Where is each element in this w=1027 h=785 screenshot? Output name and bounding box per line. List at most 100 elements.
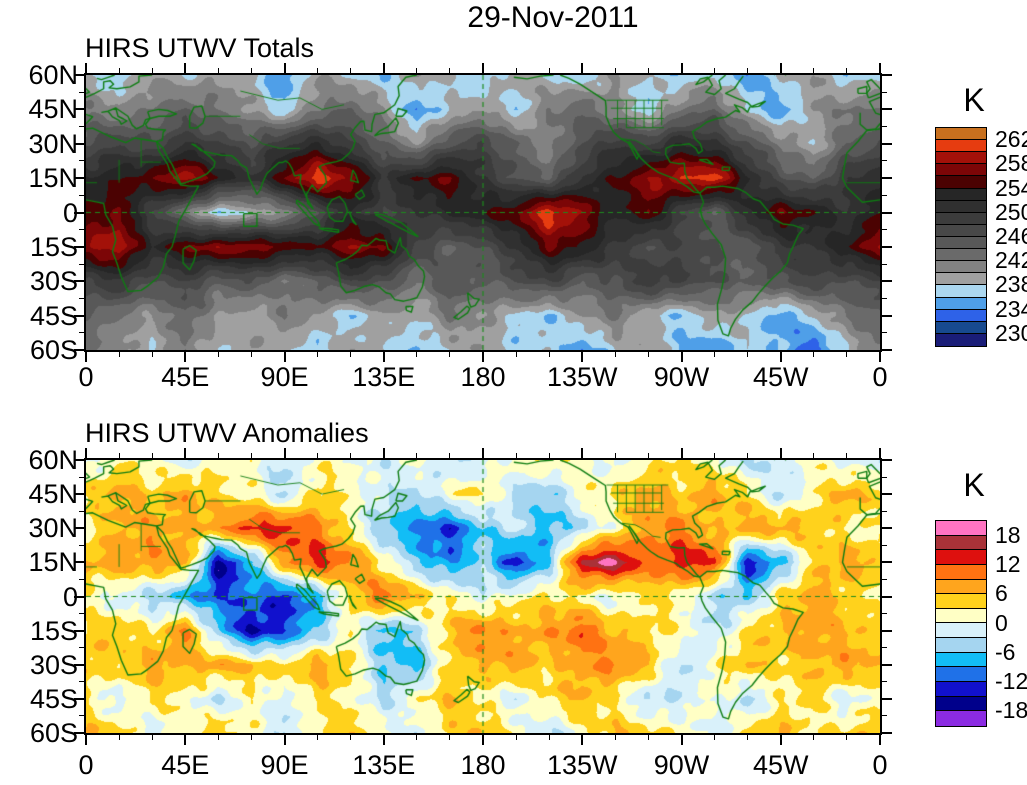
axis-tick: [680, 63, 683, 73]
axis-tick: [151, 352, 153, 357]
y-axis-tick-label: 0: [62, 581, 78, 612]
axis-tick: [416, 735, 418, 740]
axis-tick: [79, 126, 84, 128]
colorbar-segment: [936, 273, 986, 286]
axis-tick: [882, 211, 892, 214]
colorbar-segment: [936, 535, 986, 551]
x-axis-tick-label: 0: [872, 750, 888, 780]
axis-tick: [317, 453, 319, 458]
axis-tick: [79, 160, 84, 162]
axis-tick: [79, 544, 84, 546]
y-axis-tick-label: 60S: [29, 718, 78, 748]
x-axis-tick-label: 45E: [161, 362, 210, 392]
axis-tick: [217, 352, 219, 357]
axis-tick: [317, 352, 319, 357]
axis-tick: [882, 142, 892, 145]
colorbar-segment: [936, 521, 986, 536]
axis-tick: [79, 332, 84, 334]
axis-tick: [846, 352, 848, 357]
colorbar-tick-label: 258: [995, 150, 1027, 177]
axis-tick: [482, 352, 484, 362]
y-axis-tick-label: 15N: [28, 547, 78, 578]
axis-tick: [79, 297, 84, 299]
axis-tick: [879, 448, 881, 458]
panel-title-totals: HIRS UTWV Totals: [85, 33, 315, 63]
axis-tick: [515, 453, 517, 458]
axis-tick: [74, 493, 84, 496]
colorbar-segment: [936, 696, 986, 712]
totals-map-canvas: [86, 75, 880, 350]
axis-tick: [846, 68, 848, 73]
axis-tick: [882, 74, 892, 76]
colorbar-tick-label: 12: [995, 550, 1021, 577]
y-axis-tick-label: 15S: [29, 231, 78, 262]
axis-tick: [779, 63, 782, 73]
axis-tick: [74, 459, 84, 461]
colorbar-segment: [936, 579, 986, 595]
colorbar-segment: [936, 652, 986, 668]
colorbar-segment: [936, 623, 986, 639]
axis-tick: [382, 448, 385, 458]
axis-tick: [680, 352, 683, 362]
y-axis-tick-label: 15S: [29, 615, 78, 646]
colorbar-segment: [936, 594, 986, 609]
axis-tick: [813, 352, 815, 357]
axis-tick: [882, 663, 892, 666]
axis-tick: [250, 735, 252, 740]
axis-tick: [482, 448, 484, 458]
axis-tick: [680, 448, 683, 458]
axis-tick: [779, 448, 782, 458]
colorbar-tick-label: -6: [995, 638, 1016, 665]
axis-tick: [647, 735, 649, 740]
axis-tick: [581, 352, 584, 362]
colorbar-segment: [936, 152, 986, 165]
axis-tick: [184, 63, 187, 73]
x-axis-tick-label: 135W: [546, 362, 618, 392]
axis-tick: [350, 352, 352, 357]
anomalies-map-canvas: [86, 460, 880, 733]
colorbar-unit-label: K: [963, 82, 985, 118]
axis-tick: [882, 126, 887, 128]
axis-tick: [515, 735, 517, 740]
colorbar-segment: [936, 550, 986, 565]
axis-tick: [813, 453, 815, 458]
colorbar-tick-label: -12: [995, 668, 1027, 695]
x-axis-tick-label: 180: [460, 750, 506, 780]
axis-tick: [581, 735, 584, 745]
axis-tick: [79, 578, 84, 580]
axis-tick: [548, 352, 550, 357]
axis-tick: [747, 735, 749, 740]
figure-date-title: 29-Nov-2011: [467, 1, 639, 34]
axis-tick: [515, 68, 517, 73]
axis-tick: [151, 68, 153, 73]
axis-tick: [882, 681, 887, 683]
y-axis-tick-label: 45S: [29, 683, 78, 714]
axis-tick: [79, 194, 84, 196]
y-axis-tick-label: 60N: [28, 60, 78, 90]
y-axis-tick-label: 45N: [28, 479, 78, 510]
y-axis-tick-label: 60N: [28, 445, 78, 475]
axis-tick: [882, 561, 892, 564]
x-axis-tick-label: 45W: [752, 362, 809, 392]
axis-tick: [614, 453, 616, 458]
axis-tick: [449, 735, 451, 740]
axis-tick: [882, 544, 887, 546]
axis-tick: [283, 63, 286, 73]
colorbar-segment: [936, 667, 986, 683]
colorbar-tick-label: 6: [995, 580, 1008, 607]
colorbar-tick-label: 234: [995, 295, 1027, 322]
axis-tick: [79, 229, 84, 231]
axis-tick: [184, 735, 187, 745]
axis-tick: [882, 578, 887, 580]
axis-tick: [382, 63, 385, 73]
x-axis-tick-label: 45E: [161, 750, 210, 780]
colorbar-tick-label: 230: [995, 319, 1027, 346]
axis-tick: [846, 453, 848, 458]
axis-tick: [79, 613, 84, 615]
colorbar-segment: [936, 608, 986, 624]
axis-tick: [882, 629, 892, 632]
colorbar-segment: [936, 236, 986, 250]
axis-tick: [548, 68, 550, 73]
axis-tick: [882, 697, 892, 700]
